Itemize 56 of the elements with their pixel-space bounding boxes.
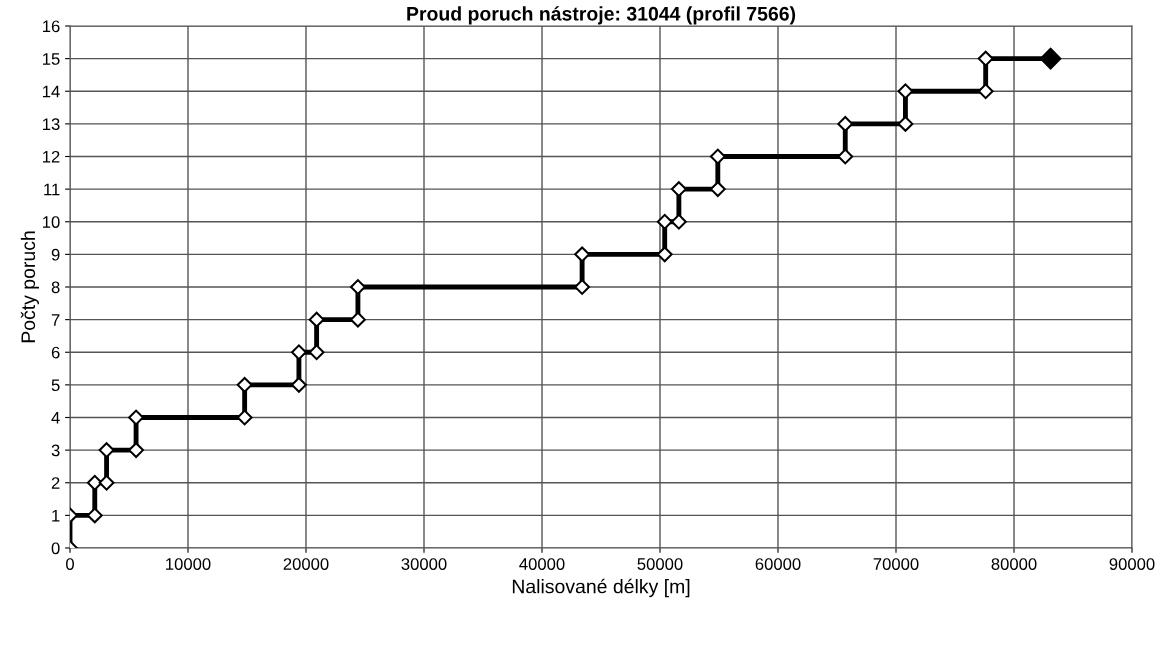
y-axis-title: Počty poruch — [20, 231, 39, 343]
x-tick-label: 90000 — [1109, 558, 1155, 570]
point — [350, 279, 366, 295]
point — [709, 148, 726, 165]
point — [897, 83, 914, 100]
point — [897, 115, 914, 132]
point — [308, 344, 325, 361]
x-tick-label: 10000 — [166, 558, 211, 570]
point — [574, 246, 591, 263]
y-tick-label: 1 — [52, 509, 60, 522]
point — [350, 311, 366, 328]
point — [308, 311, 325, 328]
y-tick-label: 10 — [43, 216, 60, 228]
point — [977, 83, 994, 100]
y-tick-label: 13 — [43, 118, 60, 131]
x-tick-label: 50000 — [637, 558, 683, 570]
x-tick-label: 40000 — [519, 558, 565, 570]
chart-title: Proud poruch nástroje: 31044 (profil 7566) — [407, 6, 796, 25]
point — [670, 213, 687, 230]
point — [670, 181, 687, 198]
point — [128, 409, 144, 426]
y-tick-label: 6 — [51, 346, 60, 359]
y-tick-label: 15 — [43, 53, 60, 65]
x-tick-label: 30000 — [401, 558, 447, 570]
y-tick-label: 8 — [51, 281, 60, 294]
y-tick-label: 7 — [51, 314, 60, 326]
y-tick-label: 11 — [44, 183, 60, 196]
point — [709, 181, 726, 198]
point — [656, 213, 673, 230]
y-tick-label: 14 — [43, 85, 60, 98]
point — [574, 279, 591, 295]
point — [291, 376, 307, 393]
y-tick-label: 5 — [51, 379, 60, 392]
y-tick-label: 16 — [43, 20, 60, 33]
point — [837, 115, 854, 132]
y-tick-label: 2 — [51, 477, 60, 489]
point — [86, 507, 103, 524]
y-tick-label: 3 — [51, 444, 60, 457]
point — [236, 376, 253, 393]
y-tick-label: 12 — [43, 150, 60, 163]
x-tick-label: 20000 — [283, 558, 329, 570]
point — [98, 474, 115, 491]
y-tick-label: 9 — [51, 248, 60, 261]
point — [977, 50, 994, 67]
point — [128, 442, 144, 459]
x-tick-label: 60000 — [755, 558, 801, 570]
point — [98, 442, 115, 459]
point — [837, 148, 854, 165]
point — [291, 344, 307, 361]
point — [656, 246, 673, 263]
y-tick-label: 4 — [51, 412, 60, 424]
x-tick-label: 80000 — [991, 558, 1037, 570]
x-axis-title: Nalisované délky [m] — [512, 578, 690, 598]
x-tick-label: 0 — [66, 558, 74, 570]
y-tick-label: 0 — [51, 542, 60, 555]
x-tick-label: 70000 — [873, 558, 919, 570]
